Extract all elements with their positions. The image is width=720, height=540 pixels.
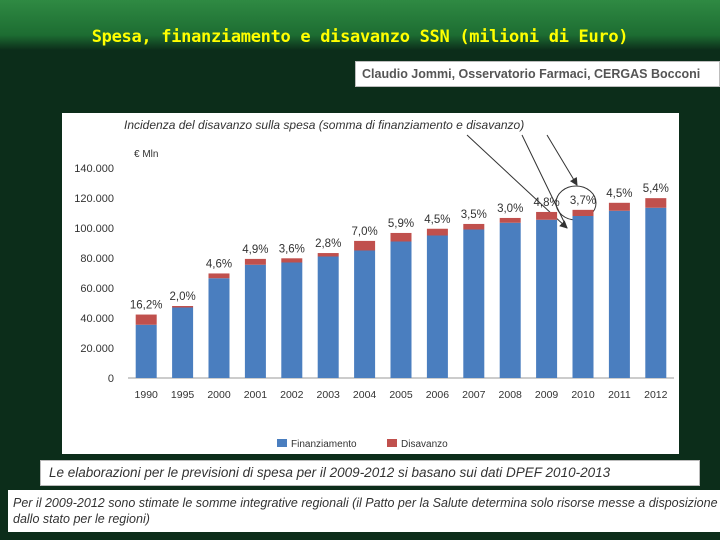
pct-label: 4,8% (533, 197, 559, 209)
bar-finanziamento-1995 (172, 307, 194, 378)
bar-disavanzo-2011 (608, 202, 630, 211)
bar-finanziamento-2005 (390, 241, 412, 378)
x-tick-label: 2008 (499, 389, 523, 401)
bar-disavanzo-2002 (281, 258, 303, 263)
pct-label: 5,4% (643, 183, 669, 195)
bar-disavanzo-2008 (499, 217, 521, 223)
pct-label: 4,9% (242, 244, 268, 256)
bar-disavanzo-2012 (645, 198, 667, 208)
author-credit: Claudio Jommi, Osservatorio Farmaci, CER… (355, 61, 720, 87)
y-tick-label: 20.000 (80, 343, 114, 355)
y-tick-label: 60.000 (80, 283, 114, 295)
chart-annotation: Incidenza del disavanzo sulla spesa (som… (124, 118, 524, 132)
x-tick-label: 2003 (317, 389, 341, 401)
bar-finanziamento-2002 (281, 262, 303, 378)
bar-finanziamento-1990 (135, 324, 157, 378)
annotation-arrow (546, 134, 578, 186)
bar-finanziamento-2003 (317, 256, 339, 378)
y-tick-label: 120.000 (74, 193, 114, 205)
pct-label: 4,6% (206, 258, 232, 270)
y-tick-label: 40.000 (80, 313, 114, 325)
x-tick-label: 2001 (244, 389, 268, 401)
x-tick-label: 2000 (207, 389, 231, 401)
bar-finanziamento-2009 (536, 219, 558, 378)
bar-finanziamento-2008 (499, 222, 521, 378)
bar-disavanzo-2005 (390, 232, 412, 242)
pct-label: 2,8% (315, 238, 341, 250)
bar-disavanzo-2009 (536, 211, 558, 220)
x-tick-label: 2006 (426, 389, 450, 401)
y-tick-label: 140.000 (74, 163, 114, 175)
x-tick-label: 2012 (644, 389, 668, 401)
legend-label-finanziamento: Finanziamento (291, 439, 357, 450)
x-tick-label: 2004 (353, 389, 377, 401)
pct-label: 16,2% (130, 300, 163, 312)
x-tick-label: 2005 (389, 389, 413, 401)
bar-disavanzo-2003 (317, 253, 339, 257)
pct-label: 4,5% (606, 188, 632, 200)
bar-finanziamento-2010 (572, 216, 594, 378)
bar-disavanzo-2006 (426, 228, 448, 236)
x-tick-label: 2011 (608, 389, 631, 401)
x-tick-label: 2002 (280, 389, 304, 401)
bar-disavanzo-2000 (208, 273, 230, 279)
y-tick-label: 80.000 (80, 253, 114, 265)
x-tick-label: 2010 (571, 389, 595, 401)
bar-disavanzo-1995 (172, 306, 194, 308)
pct-label: 7,0% (351, 226, 377, 238)
pct-label: 3,0% (497, 203, 523, 215)
unit-label: € Mln (134, 149, 158, 160)
title-band (0, 0, 720, 50)
bar-finanziamento-2012 (645, 207, 667, 378)
pct-label: 4,5% (424, 214, 450, 226)
bar-finanziamento-2006 (426, 235, 448, 378)
x-tick-label: 2009 (535, 389, 559, 401)
chart-panel: Incidenza del disavanzo sulla spesa (som… (62, 113, 679, 454)
pct-label: 3,6% (279, 243, 305, 255)
bar-disavanzo-2004 (354, 240, 376, 251)
x-tick-label: 2007 (462, 389, 486, 401)
forecast-note: Le elaborazioni per le previsioni di spe… (40, 460, 700, 486)
bar-finanziamento-2001 (244, 264, 266, 378)
bar-disavanzo-2001 (244, 258, 266, 265)
bar-finanziamento-2007 (463, 229, 485, 378)
legend-swatch-finanziamento (277, 439, 287, 447)
x-tick-label: 1990 (135, 389, 159, 401)
bar-disavanzo-2007 (463, 223, 485, 230)
stacked-bar-chart: Incidenza del disavanzo sulla spesa (som… (74, 118, 674, 450)
pct-label: 3,5% (461, 209, 487, 221)
bar-finanziamento-2000 (208, 278, 230, 378)
legend-label-disavanzo: Disavanzo (401, 439, 448, 450)
bar-finanziamento-2004 (354, 250, 376, 378)
bar-finanziamento-2011 (608, 210, 630, 378)
x-tick-label: 1995 (171, 389, 195, 401)
bar-disavanzo-2010 (572, 209, 594, 216)
pct-label: 3,7% (570, 195, 596, 207)
pct-label: 5,9% (388, 218, 414, 230)
legend-swatch-disavanzo (387, 439, 397, 447)
y-tick-label: 100.000 (74, 223, 114, 235)
regional-note: Per il 2009-2012 sono stimate le somme i… (8, 490, 720, 532)
y-tick-label: 0 (108, 373, 114, 385)
slide-title: Spesa, finanziamento e disavanzo SSN (mi… (91, 27, 629, 47)
pct-label: 2,0% (169, 291, 195, 303)
bar-disavanzo-1990 (135, 314, 157, 325)
